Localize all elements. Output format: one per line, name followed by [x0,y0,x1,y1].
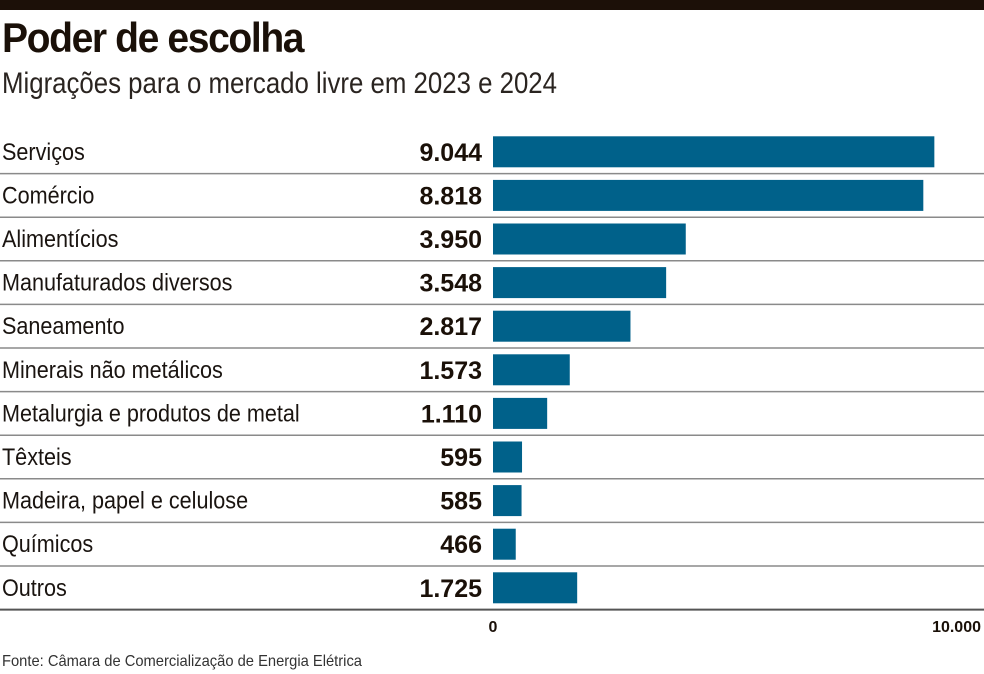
value-label: 3.950 [419,226,482,254]
category-label: Outros [2,574,67,601]
x-tick-label: 0 [489,619,498,636]
bar [493,441,523,473]
category-label: Metalurgia e produtos de metal [2,399,300,426]
bar [493,267,667,299]
category-label: Manufaturados diversos [2,269,232,296]
bar [493,136,935,168]
value-label: 8.818 [419,182,482,210]
x-tick-label: 10.000 [932,619,981,636]
category-label: Comércio [2,181,94,208]
chart-title: Poder de escolha [2,14,305,61]
value-label: 466 [440,531,482,559]
category-label: Químicos [2,530,93,557]
chart-subtitle: Migrações para o mercado livre em 2023 e… [2,67,558,100]
category-label: Madeira, papel e celulose [2,487,248,514]
bar [493,528,516,560]
value-label: 9.044 [419,139,482,167]
bar [493,310,631,342]
source-note: Fonte: Câmara de Comercialização de Ener… [2,653,362,670]
bar [493,223,686,255]
category-label: Alimentícios [2,225,118,252]
value-label: 1.110 [421,400,482,428]
bar [493,354,570,386]
bar-chart: Serviços 9.044 Comércio 8.818 Alimentícios 3.… [0,136,984,636]
category-label: Saneamento [2,312,124,339]
category-label: Têxteis [2,443,72,470]
bar [493,485,522,517]
value-label: 595 [440,444,482,472]
value-label: 1.725 [419,575,482,603]
value-label: 2.817 [419,313,482,341]
value-label: 585 [440,488,482,516]
top-rule [0,0,984,10]
bar [493,572,578,604]
value-label: 1.573 [419,357,482,385]
value-label: 3.548 [419,270,482,298]
category-label: Minerais não metálicos [2,356,223,383]
bar [493,397,548,429]
bar [493,179,924,211]
category-label: Serviços [2,138,85,165]
